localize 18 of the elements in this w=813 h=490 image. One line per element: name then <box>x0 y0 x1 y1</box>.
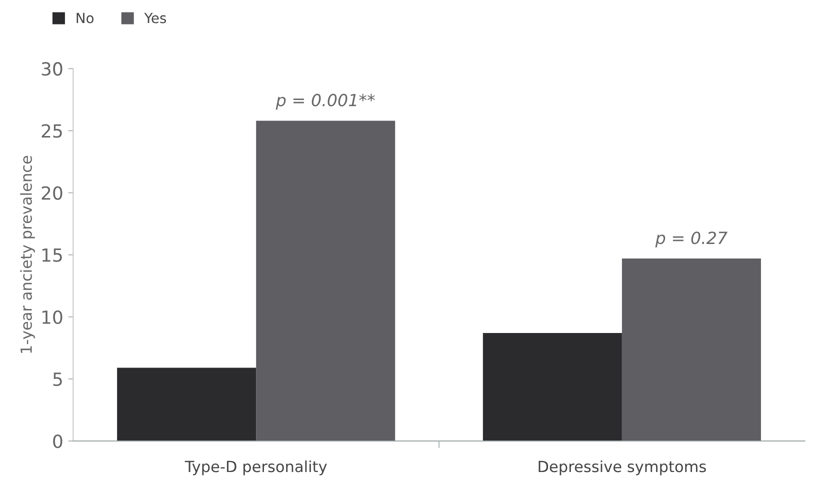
y-tick-label: 0 <box>53 434 62 448</box>
annotation: p = 0.27 <box>655 232 728 248</box>
y-tick-label: 10 <box>42 310 62 324</box>
legend-label: No <box>76 12 94 24</box>
y-tick-label: 15 <box>42 248 62 262</box>
bar <box>622 258 761 441</box>
x-tick-label: Type-D personality <box>184 460 327 476</box>
y-axis-title: 1-year anciety prevalence <box>20 156 35 353</box>
legend-label: Yes <box>144 12 166 24</box>
annotation: p = 0.001** <box>276 94 375 110</box>
y-tick-label: 30 <box>42 62 62 76</box>
bar <box>117 368 256 441</box>
bar <box>256 120 396 441</box>
x-tick-label: Depressive symptoms <box>538 460 706 476</box>
bar <box>482 333 622 441</box>
y-tick-label: 20 <box>42 186 62 200</box>
y-tick-label: 25 <box>42 124 62 138</box>
y-tick-label: 5 <box>53 372 62 386</box>
